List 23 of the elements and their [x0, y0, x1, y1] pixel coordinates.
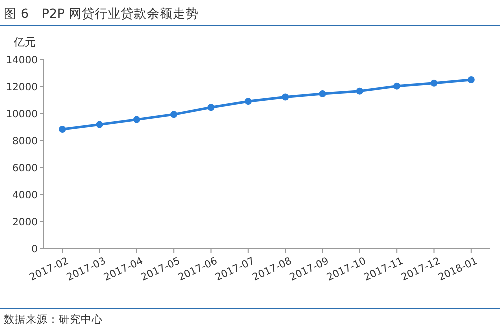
source-note: 数据来源：研究中心: [4, 313, 103, 326]
y-tick-label: 6000: [12, 164, 38, 174]
point: [244, 98, 252, 106]
point: [430, 80, 438, 87]
point: [59, 126, 66, 134]
point: [356, 88, 364, 95]
y-tick-label: 10000: [6, 110, 38, 120]
y-tick-label: 4000: [12, 190, 38, 202]
point: [319, 90, 326, 98]
point: [133, 116, 140, 124]
point: [96, 121, 104, 128]
y-tick-label: 0: [32, 244, 38, 256]
y-axis-title: 亿元: [13, 36, 36, 49]
y-tick-label: 14000: [6, 56, 38, 66]
y-tick-label: 8000: [12, 136, 38, 148]
point: [394, 82, 401, 90]
y-tick-label: 2000: [12, 218, 38, 228]
point: [468, 76, 475, 84]
point: [170, 111, 178, 118]
chart-title: 图 6 P2P 网贷行业贷款余额走势: [4, 6, 199, 21]
point: [282, 94, 290, 101]
point: [208, 104, 215, 112]
y-tick-label: 12000: [6, 82, 38, 94]
